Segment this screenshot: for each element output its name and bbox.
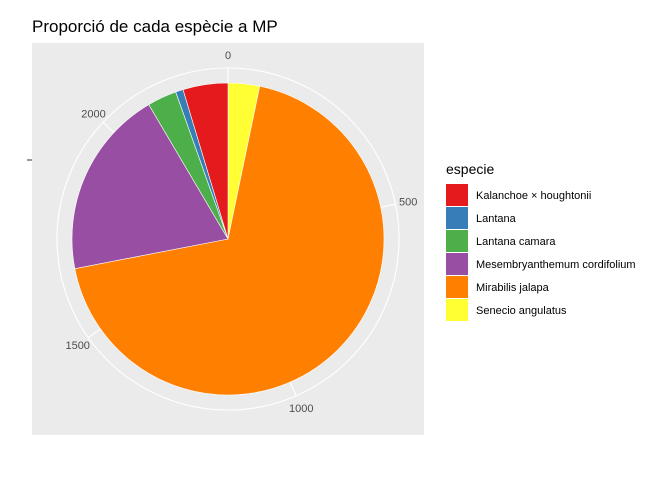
legend-label-mesembryanthemum-cordifolium: Mesembryanthemum cordifolium — [476, 259, 636, 271]
tick-label-0: 0 — [225, 50, 231, 62]
slice-kalanchoe-houghtonii — [182, 82, 229, 240]
tick-label-1000: 1000 — [289, 403, 313, 415]
legend-label-senecio-angulatus: Senecio angulatus — [476, 305, 567, 317]
slice-mesembryanthemum-cordifolium — [71, 104, 229, 270]
legend-key-lantana — [446, 207, 468, 229]
tick-label-500: 500 — [399, 197, 417, 209]
chart-title: Proporció de cada espècie a MP — [32, 17, 278, 36]
legend-label-lantana-camara: Lantana camara — [476, 236, 556, 248]
legend-key-senecio-angulatus — [446, 299, 468, 321]
legend-key-mirabilis-jalapa — [446, 276, 468, 298]
legend-label-kalanchoe-houghtonii: Kalanchoe × houghtonii — [476, 190, 591, 202]
legend-key-kalanchoe-houghtonii — [446, 184, 468, 206]
legend-key-mesembryanthemum-cordifolium — [446, 253, 468, 275]
legend-items: Kalanchoe × houghtonii Lantana Lantana cam… — [446, 184, 636, 321]
pie-slices — [71, 82, 385, 396]
tick-label-1500: 1500 — [65, 340, 89, 352]
legend: especie Kalanchoe × houghtonii Lantana Lan… — [446, 161, 636, 321]
legend-title: especie — [446, 161, 494, 177]
slice-mirabilis-jalapa — [74, 85, 385, 396]
legend-label-mirabilis-jalapa: Mirabilis jalapa — [476, 282, 550, 294]
legend-key-lantana-camara — [446, 230, 468, 252]
legend-label-lantana: Lantana — [476, 213, 517, 225]
tick-label-2000: 2000 — [81, 108, 105, 120]
angular-tick-labels: 0 500 1000 1500 2000 — [65, 50, 417, 415]
